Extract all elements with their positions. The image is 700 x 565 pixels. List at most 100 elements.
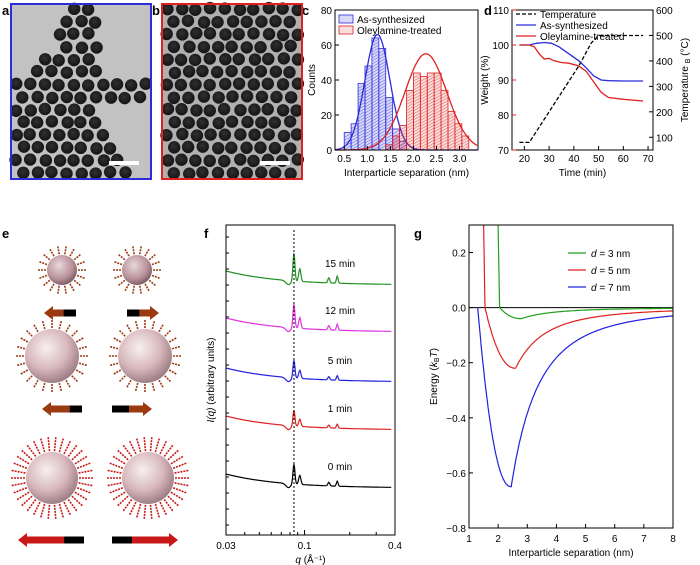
nanoparticle (203, 78, 216, 92)
x-tick-label: 4 (554, 534, 560, 545)
ligand-chain (26, 444, 37, 457)
bar-hatch (420, 119, 428, 124)
bar-hatch (447, 130, 456, 135)
arrow-head (42, 402, 51, 416)
ligand-chain (25, 329, 33, 337)
bar-hatch (413, 88, 421, 94)
arrow-body (64, 536, 84, 544)
nanoparticle (124, 79, 138, 92)
axis-label-unit: (Å⁻¹) (301, 553, 326, 565)
bar-hatch (420, 104, 428, 109)
nanoparticle (226, 90, 239, 103)
bar-hatch (364, 129, 373, 135)
bar-hatch (420, 134, 428, 139)
nanoparticle (38, 128, 52, 141)
nanoparticle (247, 78, 261, 91)
bar-hatch (406, 142, 414, 147)
bar-hatch (440, 145, 449, 150)
bar-hatch (413, 136, 421, 142)
bar-hatch (357, 120, 366, 125)
ligand-chain (129, 501, 137, 516)
bar-hatch (378, 55, 386, 60)
bar-hatch (406, 115, 414, 120)
nanoparticle (88, 16, 102, 29)
x-tick-label: 7 (641, 534, 647, 545)
x-tick-label: 0.5 (337, 154, 351, 165)
nanoparticle (203, 27, 217, 40)
bar-hatch (447, 133, 456, 138)
bar-hatch (378, 64, 386, 69)
nanoparticle (68, 103, 81, 116)
bar-hatch (427, 97, 435, 103)
y-tick-label: 0.2 (452, 249, 466, 260)
bar-hatch (427, 109, 435, 115)
y-tick-label: −0.2 (446, 359, 466, 370)
bar-hatch (385, 134, 393, 139)
bar-hatch (427, 130, 435, 136)
bar-hatch (385, 101, 393, 106)
ligand-chain (151, 320, 156, 330)
x-tick-label: 1.5 (383, 154, 397, 165)
bar-hatch (371, 98, 379, 104)
ligand-chain (11, 482, 26, 487)
ligand-chain (151, 260, 161, 266)
bar-hatch (454, 145, 462, 150)
bar-hatch (351, 133, 359, 138)
scattering-curve (225, 304, 392, 333)
ligand-chain (47, 504, 51, 519)
bar-hatch (364, 123, 373, 129)
ligand-chain (163, 499, 174, 512)
ligand-chain (33, 501, 41, 516)
nanoparticle (176, 28, 189, 41)
nanoparticle (276, 104, 290, 117)
nanoparticle (38, 53, 52, 66)
bar-hatch (434, 115, 442, 121)
bar-hatch (406, 145, 414, 150)
ligand-chain (134, 382, 139, 392)
bar-hatch (392, 139, 400, 145)
x-axis-label: Interparticle separation (nm) (344, 168, 469, 179)
bar-hatch (378, 106, 386, 111)
bar-hatch (427, 145, 435, 151)
bar-hatch (420, 125, 428, 130)
series-line (519, 41, 644, 82)
nanoparticle (290, 128, 304, 141)
arrow-head (150, 306, 159, 320)
bar-hatch (434, 103, 442, 109)
nanoparticle (103, 165, 117, 179)
bar-hatch (427, 88, 435, 94)
bar-hatch (371, 86, 379, 92)
bar-hatch (461, 139, 469, 145)
nanoparticle (270, 39, 283, 53)
bar-hatch (399, 138, 407, 143)
bar-hatch (357, 138, 366, 143)
nanoparticle (219, 77, 232, 91)
panel-label-d: d (484, 3, 492, 18)
nanoparticle (97, 154, 111, 167)
bar-hatch (364, 126, 373, 132)
nanoparticle (212, 116, 225, 130)
bar-hatch (385, 145, 393, 150)
chart-d-tga: 20 30 40 50 60 70 70 80 90 100 110 100 200 300 400 500 6… (480, 6, 692, 179)
y-tick-label: 0 (326, 146, 332, 157)
bar-hatch (413, 109, 421, 115)
bar-hatch (364, 141, 373, 147)
ligand-chain (164, 375, 172, 383)
nanoparticle (190, 129, 204, 142)
ligand-chain (109, 345, 119, 350)
nanoparticle (161, 53, 174, 66)
bar-hatch (440, 133, 449, 138)
nanoparticle (139, 77, 152, 90)
bar-hatch (420, 128, 428, 133)
nanoparticle (104, 91, 118, 104)
bar-hatch (413, 112, 421, 118)
bar-hatch (440, 127, 449, 132)
ligand-chain (73, 253, 82, 261)
bar-hatch (454, 139, 462, 144)
nanoparticle (24, 77, 37, 91)
micrograph-frame (161, 3, 303, 180)
nanoparticle (241, 115, 254, 129)
nanoparticle (189, 3, 202, 16)
bar-hatch (378, 94, 386, 99)
x-axis-label: Time (min) (559, 168, 606, 179)
